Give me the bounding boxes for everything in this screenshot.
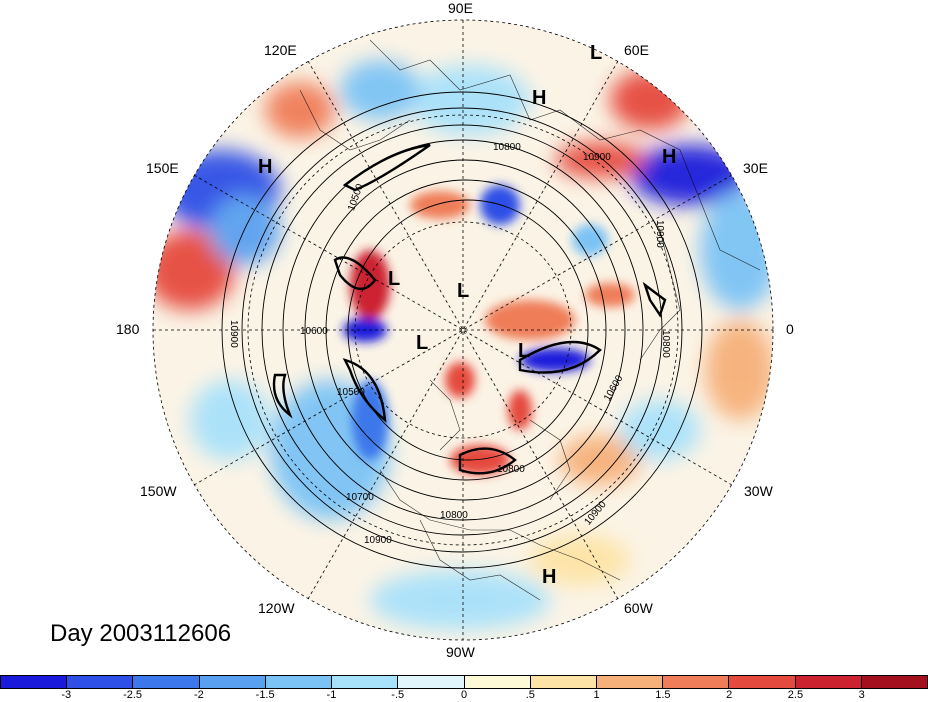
lon-label-30e: 30E [743, 160, 768, 176]
colorbar-swatch [199, 675, 266, 689]
colorbar-tick-label: 2 [726, 689, 733, 701]
colorbar-tick-label: -1.5 [255, 689, 275, 701]
colorbar-tick-label: 0 [460, 689, 468, 701]
colorbar-swatch [729, 675, 796, 689]
colorbar-tick-label: -2.5 [123, 689, 143, 701]
colorbar-tick-label: -1 [326, 689, 337, 701]
high-pressure-marker: H [662, 146, 677, 168]
lon-label-150e: 150E [146, 160, 179, 176]
high-pressure-marker: H [532, 87, 547, 109]
colorbar-swatch [464, 675, 531, 689]
colorbar-swatch [530, 675, 597, 689]
contour-label: 10800 [497, 464, 525, 475]
colorbar-tick-label: -.5 [391, 689, 405, 701]
contour-label: 10800 [660, 330, 671, 358]
lon-label-60e: 60E [624, 42, 649, 58]
lon-label-0: 0 [786, 321, 794, 337]
colorbar-swatch [398, 675, 465, 689]
colorbar-swatch [795, 675, 862, 689]
lon-label-120e: 120E [264, 42, 297, 58]
high-pressure-marker: H [258, 156, 273, 178]
colorbar-swatch [0, 675, 68, 689]
map-boundary [152, 19, 774, 641]
date-title: Day 2003112606 [50, 620, 232, 647]
lon-label-120w: 120W [258, 600, 295, 616]
colorbar-tick-label: -2 [193, 689, 204, 701]
contour-label: 10800 [493, 142, 521, 153]
contour-label: 10700 [346, 492, 374, 503]
contour-label: 10600 [300, 326, 328, 337]
contour-label: 10800 [440, 510, 468, 521]
lon-label-150w: 150W [140, 483, 177, 499]
low-pressure-marker: L [416, 332, 429, 354]
colorbar-tick-label: 1.5 [655, 689, 671, 701]
colorbar-tick-label: .5 [525, 689, 535, 701]
high-pressure-marker: H [542, 566, 557, 588]
colorbar-tick-label: 2.5 [787, 689, 804, 701]
colorbar-swatch [596, 675, 664, 689]
contour-label: 10900 [364, 535, 392, 546]
colorbar-swatch [861, 675, 928, 689]
colorbar-tick-label: 3 [858, 689, 865, 701]
lon-label-30w: 30W [744, 483, 773, 499]
low-pressure-marker: L [388, 268, 401, 290]
colorbar-swatch [133, 675, 200, 689]
lon-label-60w: 60W [624, 600, 653, 616]
low-pressure-marker: L [590, 42, 603, 64]
contour-label: 10500 [337, 387, 365, 398]
contour-label: 10900 [228, 320, 239, 348]
colorbar-swatch [265, 675, 333, 689]
colorbar-swatch [67, 675, 134, 689]
low-pressure-marker: L [457, 280, 470, 302]
lon-label-90e: 90E [448, 0, 473, 16]
colorbar-swatch [663, 675, 730, 689]
colorbar-tick-label: -3 [61, 689, 72, 701]
contour-label: 10900 [654, 220, 665, 248]
colorbar-tick-label: 1 [593, 689, 600, 701]
jet-contours [272, 143, 667, 475]
coastlines [299, 39, 761, 601]
contour-label: 10900 [583, 152, 611, 163]
colorbar [0, 675, 928, 689]
low-pressure-marker: L [518, 340, 531, 362]
colorbar-swatch [332, 675, 399, 689]
lon-label-90w: 90W [446, 644, 475, 660]
lon-label-180: 180 [116, 321, 140, 337]
